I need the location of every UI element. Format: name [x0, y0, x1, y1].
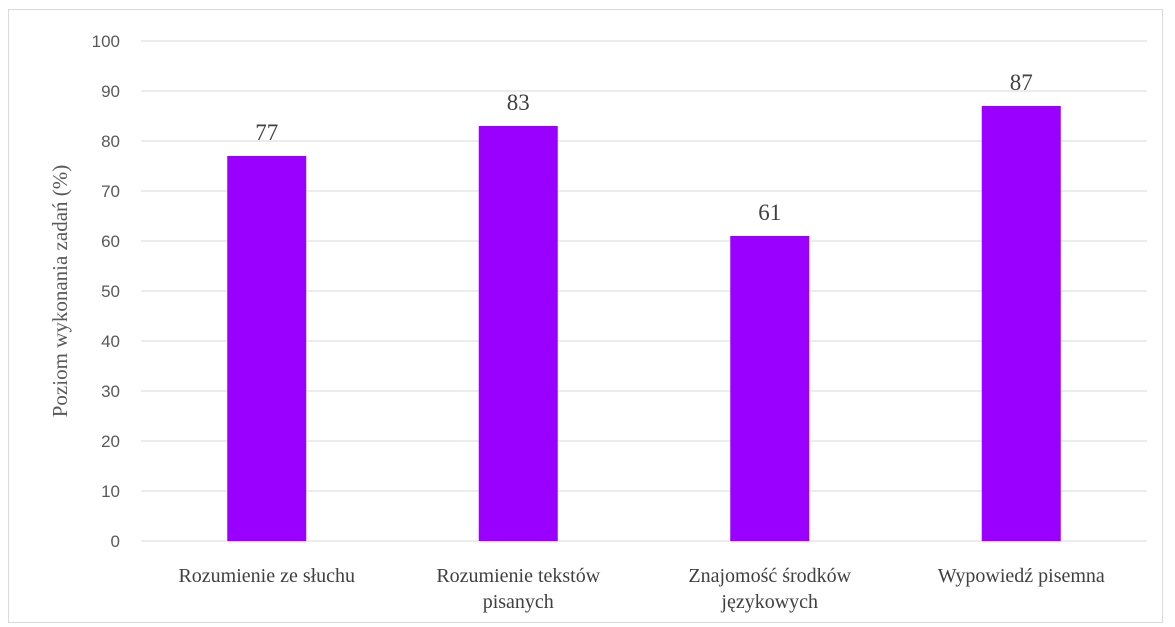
y-tick-label: 60 — [101, 232, 120, 251]
y-tick-label: 100 — [92, 32, 120, 51]
gridlines — [141, 40, 1147, 542]
y-tick-label: 10 — [101, 482, 120, 501]
y-tick-label: 0 — [111, 532, 120, 551]
data-label: 83 — [507, 90, 530, 115]
x-tick-label: Rozumienie tekstów pisanych — [436, 565, 600, 613]
bar — [730, 236, 810, 541]
x-tick-label-line: Znajomość środków — [688, 565, 851, 587]
x-tick-label-line: Rozumienie ze słuchu — [178, 565, 355, 587]
chart-area — [8, 9, 1163, 623]
y-tick-label: 40 — [101, 332, 120, 351]
x-tick-label: Wypowiedź pisemna — [938, 565, 1105, 587]
y-axis-ticks: 0 10 20 30 40 50 60 70 80 90 100 — [92, 32, 120, 551]
data-label: 87 — [1010, 70, 1033, 95]
x-tick-label: Znajomość środków językowych — [688, 565, 851, 613]
y-tick-label: 20 — [101, 432, 120, 451]
x-axis-ticks: Rozumienie ze słuchu Rozumienie tekstów pi… — [178, 565, 1104, 613]
bars — [227, 106, 1061, 541]
x-tick-label-line: Wypowiedź pisemna — [938, 565, 1105, 587]
y-tick-label: 50 — [101, 282, 120, 301]
bar — [981, 106, 1061, 541]
x-tick-label-line: Rozumienie tekstów — [436, 565, 600, 587]
x-tick-label-line: językowych — [720, 591, 818, 613]
x-tick-label: Rozumienie ze słuchu — [178, 565, 355, 587]
data-label: 61 — [758, 200, 781, 225]
bar — [478, 126, 558, 541]
data-label: 77 — [255, 120, 278, 145]
y-axis-title: Poziom wykonania zadań (%) — [48, 165, 72, 418]
y-tick-label: 90 — [101, 82, 120, 101]
y-tick-label: 70 — [101, 182, 120, 201]
bar — [227, 156, 307, 541]
data-labels: 77 83 61 87 — [255, 70, 1033, 225]
y-tick-label: 30 — [101, 382, 120, 401]
x-tick-label-line: pisanych — [483, 591, 554, 613]
y-tick-label: 80 — [101, 132, 120, 151]
